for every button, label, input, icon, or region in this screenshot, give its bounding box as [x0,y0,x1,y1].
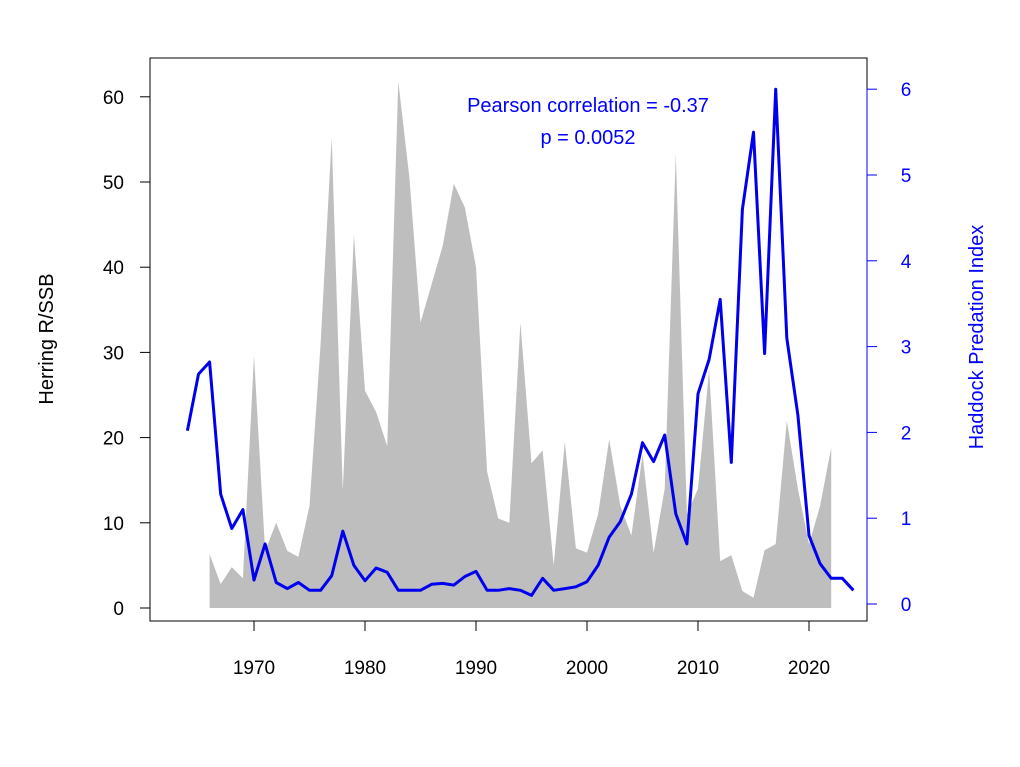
x-tick-label-2020: 2020 [788,658,830,679]
predation-line-layer [185,87,855,597]
x-tick-label-1980: 1980 [344,658,386,679]
axes-layer: 1970 1980 1990 2000 2010 2020 0 10 20 30 40 50 60 0 1 2… [103,57,912,679]
y-left-tick-label-60: 60 [103,88,124,109]
y-right-tick-label-3: 3 [901,338,912,359]
y-right-tick-label-2: 2 [901,423,912,444]
y-right-tick-label-1: 1 [901,509,912,530]
y-right-tick-label-0: 0 [901,595,912,616]
y-left-tick-label-20: 20 [103,429,124,450]
x-tick-label-1970: 1970 [233,658,275,679]
y-left-tick-label-0: 0 [113,599,124,620]
herring-rssb-area [209,81,832,608]
y-right-tick-label-5: 5 [901,166,912,187]
correlation-annotation: Pearson correlation = -0.37 [467,95,709,117]
y-right-tick-label-4: 4 [901,252,912,273]
herring-area-layer [209,81,832,608]
p-value-annotation: p = 0.0052 [540,127,635,149]
x-tick-label-2000: 2000 [566,658,608,679]
y-axis-left-title: Herring R/SSB [36,273,58,404]
y-left-tick-label-50: 50 [103,173,124,194]
y-left-tick-label-30: 30 [103,343,124,364]
y-left-tick-label-10: 10 [103,514,124,535]
x-tick-label-1990: 1990 [455,658,497,679]
y-right-tick-label-6: 6 [901,80,912,101]
y-left-tick-label-40: 40 [103,258,124,279]
y-axis-right-title: Haddock Predation Index [966,225,988,450]
x-tick-label-2010: 2010 [677,658,719,679]
